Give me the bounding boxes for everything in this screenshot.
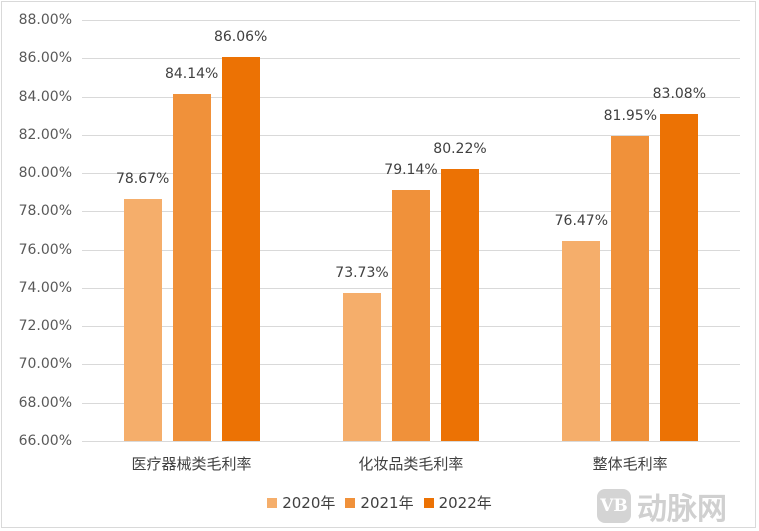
data-label: 79.14% [384, 161, 438, 178]
y-tick-label: 74.00% [18, 279, 72, 296]
legend-item: 2020年 [267, 492, 335, 513]
legend-swatch-icon [345, 497, 356, 508]
y-tick-label: 82.00% [18, 126, 72, 143]
gridline [82, 20, 740, 21]
gridline [82, 96, 740, 98]
gridline [82, 441, 740, 442]
x-category-label: 化妆品类毛利率 [358, 455, 464, 473]
bar [611, 135, 650, 441]
y-tick-label: 72.00% [18, 318, 72, 335]
y-tick-label: 76.00% [18, 241, 72, 258]
legend-swatch-icon [267, 497, 278, 508]
bar [441, 168, 479, 441]
bar [562, 240, 601, 441]
watermark-text: 动脉网 [637, 492, 727, 527]
bar [172, 93, 211, 441]
y-tick-label: 88.00% [18, 12, 72, 28]
x-category-label: 整体毛利率 [592, 455, 668, 473]
y-tick-label: 84.00% [18, 88, 72, 105]
gridline [82, 173, 740, 175]
gridline [82, 58, 740, 60]
data-label: 76.47% [554, 212, 609, 229]
data-label: 84.14% [164, 65, 219, 82]
y-tick-label: 80.00% [18, 165, 72, 182]
data-label: 80.22% [433, 140, 487, 157]
bar [343, 293, 381, 441]
legend: 2020年 2021年 2022年 [0, 492, 759, 513]
bar [660, 114, 699, 441]
legend-item: 2022年 [423, 492, 492, 513]
bar [123, 198, 162, 441]
bar [392, 189, 430, 441]
y-tick-label: 68.00% [18, 394, 72, 411]
data-label: 81.95% [603, 107, 658, 124]
y-tick-label: 66.00% [18, 433, 72, 449]
y-tick-label: 70.00% [18, 356, 72, 373]
legend-label: 2022年 [438, 494, 492, 512]
watermark: VB 动脉网 [597, 484, 727, 528]
legend-item: 2021年 [345, 492, 414, 513]
legend-label: 2021年 [360, 494, 414, 512]
y-tick-label: 86.00% [18, 50, 72, 67]
legend-swatch-icon [423, 497, 434, 508]
data-label: 83.08% [652, 86, 707, 103]
data-label: 86.06% [213, 29, 268, 46]
data-label: 78.67% [115, 170, 170, 187]
data-label: 73.73% [335, 265, 389, 282]
y-tick-label: 78.00% [18, 203, 72, 220]
gridline [82, 134, 740, 136]
bar [221, 57, 260, 441]
legend-label: 2020年 [282, 494, 336, 512]
watermark-logo-icon: VB [597, 489, 631, 523]
x-category-label: 医疗器械类毛利率 [131, 455, 252, 473]
plot-area: 78.67% 84.14% 86.06% 73.73% 79.14% 80.22% 76.4… [82, 20, 740, 442]
